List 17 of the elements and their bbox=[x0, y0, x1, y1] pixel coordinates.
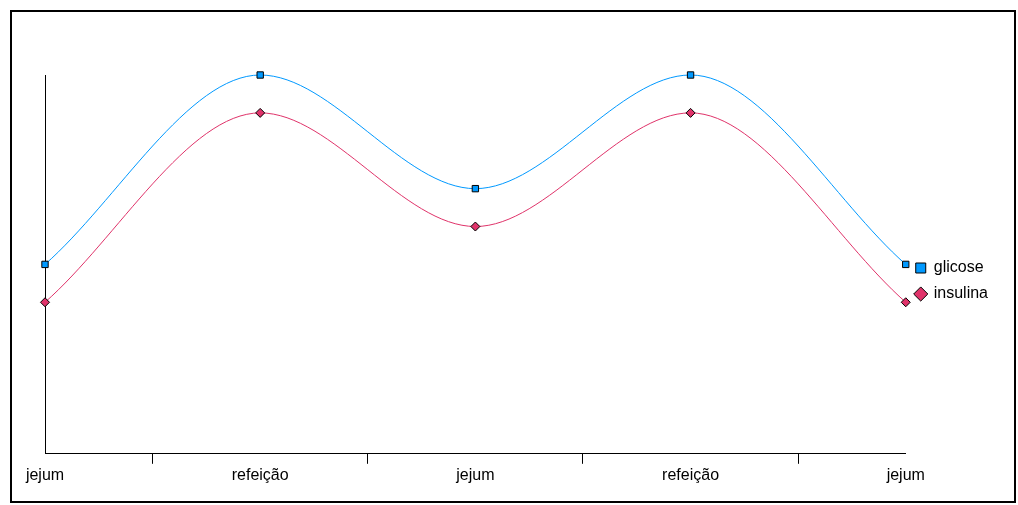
point bbox=[40, 297, 50, 308]
point bbox=[686, 71, 695, 79]
legend-label: glicose bbox=[933, 258, 984, 276]
x-tick-label: jejum bbox=[24, 465, 65, 483]
point bbox=[41, 260, 49, 269]
point bbox=[685, 107, 696, 118]
point bbox=[471, 184, 480, 193]
point bbox=[255, 107, 266, 118]
x-tick-label: refeição bbox=[231, 465, 289, 483]
x-tick-label: jejum bbox=[885, 465, 925, 483]
x-tick-label: jejum bbox=[455, 465, 495, 483]
point bbox=[256, 71, 264, 79]
point bbox=[900, 297, 911, 308]
point bbox=[470, 221, 481, 232]
x-tick-label: refeição bbox=[662, 465, 720, 483]
point bbox=[902, 260, 910, 269]
legend-label: insulina bbox=[933, 284, 989, 302]
